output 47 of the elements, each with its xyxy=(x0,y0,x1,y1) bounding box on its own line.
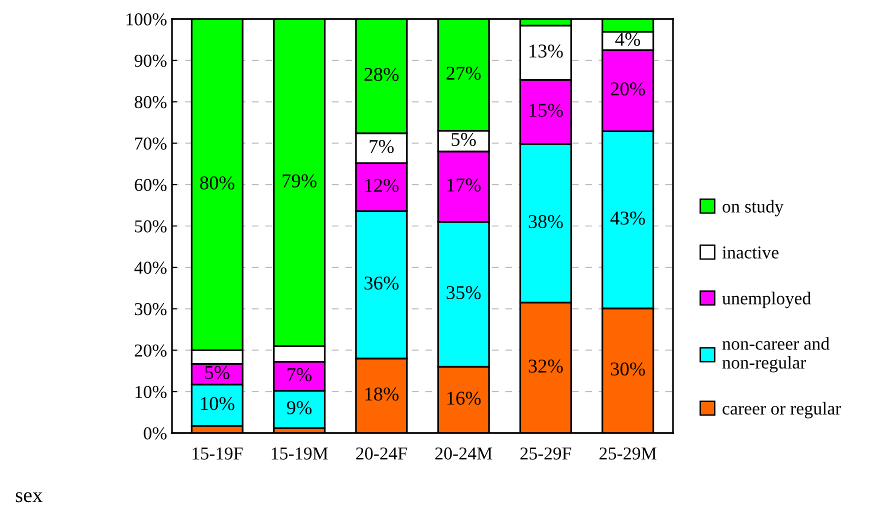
y-tick-label: 0% xyxy=(144,427,167,440)
data-label: 35% xyxy=(446,286,481,300)
data-label: 4% xyxy=(615,32,640,46)
x-tick-label: 15-19M xyxy=(272,447,328,460)
y-tick-label: 100% xyxy=(126,13,167,26)
y-tick-label: 80% xyxy=(134,96,167,108)
data-label: 32% xyxy=(528,360,563,373)
data-label: 16% xyxy=(447,392,481,405)
x-tick-label: 15-19F xyxy=(192,447,243,460)
legend-label: career or regular xyxy=(722,402,842,418)
data-label: 79% xyxy=(282,174,316,188)
x-axis-title: sex xyxy=(16,492,43,502)
data-label: 5% xyxy=(205,366,230,380)
legend-label: on study xyxy=(722,200,784,216)
x-tick-label: 25-29F xyxy=(520,447,572,460)
data-label: 10% xyxy=(201,397,234,410)
data-label: 28% xyxy=(364,68,399,82)
data-label: 18% xyxy=(365,387,399,401)
data-label: 9% xyxy=(286,401,312,414)
data-label: 5% xyxy=(452,132,476,146)
data-label: 17% xyxy=(447,178,481,192)
y-tick-label: 10% xyxy=(136,386,167,398)
data-label: 36% xyxy=(364,276,399,290)
data-label: 7% xyxy=(288,368,312,382)
data-label: 20% xyxy=(610,82,645,96)
data-label: 43% xyxy=(610,212,645,225)
data-label: 80% xyxy=(200,176,234,190)
data-label: 7% xyxy=(370,140,394,154)
y-tick-label: 70% xyxy=(135,137,167,150)
legend-label: inactive xyxy=(722,246,778,259)
data-label: 27% xyxy=(446,66,481,80)
y-tick-label: 30% xyxy=(134,303,167,316)
data-label: 12% xyxy=(365,178,399,192)
y-tick-label: 60% xyxy=(134,178,167,192)
legend-label: unemployed xyxy=(722,292,811,308)
data-label: 30% xyxy=(610,362,645,376)
y-tick-label: 20% xyxy=(134,344,167,357)
data-label: 38% xyxy=(528,215,563,228)
data-label: 13% xyxy=(530,44,563,58)
x-tick-label: 25-29M xyxy=(600,447,656,460)
data-label: 15% xyxy=(530,104,563,117)
legend-label: non-career and non-regular xyxy=(722,337,830,372)
y-tick-label: 50% xyxy=(135,220,167,232)
x-tick-label: 20-24M xyxy=(435,447,492,460)
y-tick-label: 40% xyxy=(134,262,167,274)
x-tick-label: 20-24F xyxy=(356,447,407,460)
y-tick-label: 90% xyxy=(134,54,167,67)
